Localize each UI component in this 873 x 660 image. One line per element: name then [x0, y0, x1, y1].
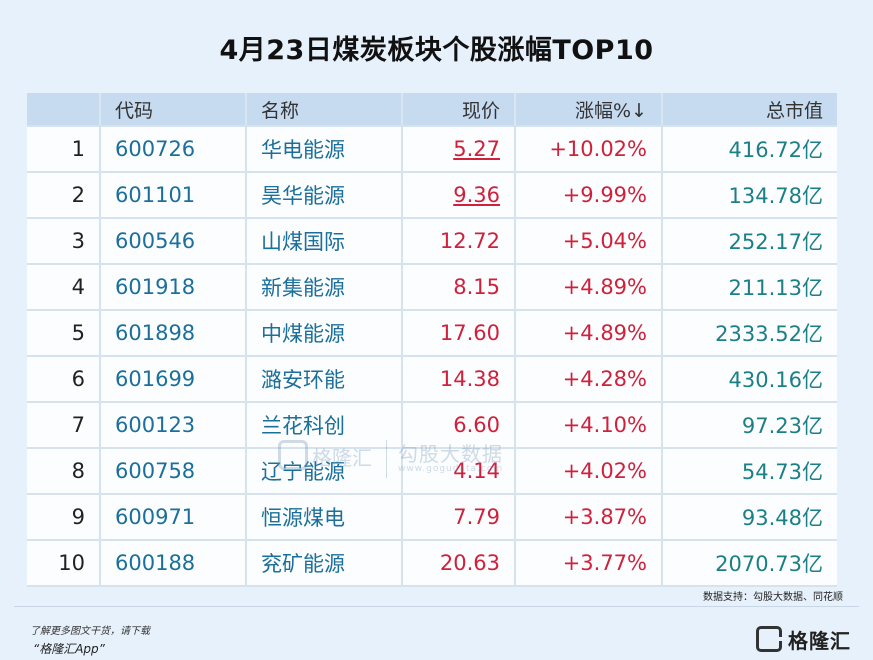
rank-cell: 2 — [27, 173, 101, 217]
table-row[interactable]: 7 600123 兰花科创 6.60 +4.10% 97.23亿 — [27, 403, 837, 449]
code-cell[interactable]: 600726 — [101, 127, 247, 171]
rank-cell: 5 — [27, 311, 101, 355]
header-market-cap[interactable]: 总市值 — [765, 99, 823, 122]
rank-cell: 3 — [27, 219, 101, 263]
market-cap-cell: 2070.73亿 — [715, 552, 823, 576]
market-cap-cell: 134.78亿 — [728, 184, 823, 208]
name-cell[interactable]: 恒源煤电 — [247, 495, 403, 539]
code-cell[interactable]: 600971 — [101, 495, 247, 539]
name-cell[interactable]: 山煤国际 — [247, 219, 403, 263]
name-cell[interactable]: 辽宁能源 — [247, 449, 403, 493]
rank-cell: 7 — [27, 403, 101, 447]
code-cell[interactable]: 600188 — [101, 541, 247, 585]
market-cap-cell: 416.72亿 — [728, 138, 823, 162]
market-cap-cell: 93.48亿 — [741, 506, 823, 530]
market-cap-cell: 211.13亿 — [728, 276, 823, 300]
header-name[interactable]: 名称 — [247, 93, 403, 125]
data-source: 数据支持：勾股大数据、同花顺 — [703, 592, 843, 603]
stock-table: 代码 名称 现价 涨幅%↓ 总市值 1 600726 华电能源 5.27 +10.02%… — [27, 93, 837, 587]
change-cell: +3.77% — [516, 541, 663, 585]
table-row[interactable]: 10 600188 兖矿能源 20.63 +3.77% 2070.73亿 — [27, 541, 837, 587]
header-change-sorted[interactable]: 涨幅%↓ — [516, 93, 663, 125]
header-code[interactable]: 代码 — [101, 93, 247, 125]
name-cell[interactable]: 潞安环能 — [247, 357, 403, 401]
code-cell[interactable]: 601101 — [101, 173, 247, 217]
change-cell: +9.99% — [516, 173, 663, 217]
table-row[interactable]: 2 601101 昊华能源 9.36 +9.99% 134.78亿 — [27, 173, 837, 219]
rank-cell: 6 — [27, 357, 101, 401]
code-cell[interactable]: 601898 — [101, 311, 247, 355]
change-cell: +4.02% — [516, 449, 663, 493]
price-cell: 14.38 — [403, 357, 516, 401]
name-cell[interactable]: 中煤能源 — [247, 311, 403, 355]
name-cell[interactable]: 兰花科创 — [247, 403, 403, 447]
price-cell: 5.27 — [403, 127, 516, 171]
price-cell: 12.72 — [403, 219, 516, 263]
table-row[interactable]: 6 601699 潞安环能 14.38 +4.28% 430.16亿 — [27, 357, 837, 403]
name-cell[interactable]: 昊华能源 — [247, 173, 403, 217]
price-cell: 17.60 — [403, 311, 516, 355]
market-cap-cell: 252.17亿 — [728, 230, 823, 254]
rank-cell: 1 — [27, 127, 101, 171]
page-title: 4月23日煤炭板块个股涨幅TOP10 — [219, 35, 654, 66]
price-cell: 9.36 — [403, 173, 516, 217]
table-row[interactable]: 9 600971 恒源煤电 7.79 +3.87% 93.48亿 — [27, 495, 837, 541]
rank-cell: 9 — [27, 495, 101, 539]
price-cell: 8.15 — [403, 265, 516, 309]
table-row[interactable]: 3 600546 山煤国际 12.72 +5.04% 252.17亿 — [27, 219, 837, 265]
change-cell: +4.10% — [516, 403, 663, 447]
market-cap-cell: 430.16亿 — [728, 368, 823, 392]
brand-logo-icon — [756, 626, 782, 652]
table-header: 代码 名称 现价 涨幅%↓ 总市值 — [27, 93, 837, 127]
table-row[interactable]: 4 601918 新集能源 8.15 +4.89% 211.13亿 — [27, 265, 837, 311]
code-cell[interactable]: 600546 — [101, 219, 247, 263]
brand-name: 格隆汇 — [788, 628, 851, 653]
name-cell[interactable]: 兖矿能源 — [247, 541, 403, 585]
change-cell: +4.89% — [516, 311, 663, 355]
change-cell: +4.89% — [516, 265, 663, 309]
change-cell: +5.04% — [516, 219, 663, 263]
market-cap-cell: 54.73亿 — [741, 460, 823, 484]
change-cell: +4.28% — [516, 357, 663, 401]
rank-cell: 10 — [27, 541, 101, 585]
header-price[interactable]: 现价 — [403, 93, 516, 125]
name-cell[interactable]: 华电能源 — [247, 127, 403, 171]
market-cap-cell: 2333.52亿 — [715, 322, 823, 346]
code-cell[interactable]: 601918 — [101, 265, 247, 309]
code-cell[interactable]: 600758 — [101, 449, 247, 493]
change-cell: +10.02% — [516, 127, 663, 171]
footer-brand: 格隆汇 — [756, 624, 851, 654]
table-row[interactable]: 8 600758 辽宁能源 4.14 +4.02% 54.73亿 — [27, 449, 837, 495]
name-cell[interactable]: 新集能源 — [247, 265, 403, 309]
table-row[interactable]: 1 600726 华电能源 5.27 +10.02% 416.72亿 — [27, 127, 837, 173]
code-cell[interactable]: 601699 — [101, 357, 247, 401]
price-cell: 4.14 — [403, 449, 516, 493]
footer-app-name: “格隆汇App” — [33, 642, 105, 656]
market-cap-cell: 97.23亿 — [741, 414, 823, 438]
header-rank — [27, 93, 101, 125]
rank-cell: 8 — [27, 449, 101, 493]
rank-cell: 4 — [27, 265, 101, 309]
change-cell: +3.87% — [516, 495, 663, 539]
code-cell[interactable]: 600123 — [101, 403, 247, 447]
footer-promo: 了解更多图文干货，请下载 — [30, 626, 150, 637]
price-cell: 6.60 — [403, 403, 516, 447]
footer-divider — [14, 606, 859, 607]
price-cell: 20.63 — [403, 541, 516, 585]
price-cell: 7.79 — [403, 495, 516, 539]
table-row[interactable]: 5 601898 中煤能源 17.60 +4.89% 2333.52亿 — [27, 311, 837, 357]
